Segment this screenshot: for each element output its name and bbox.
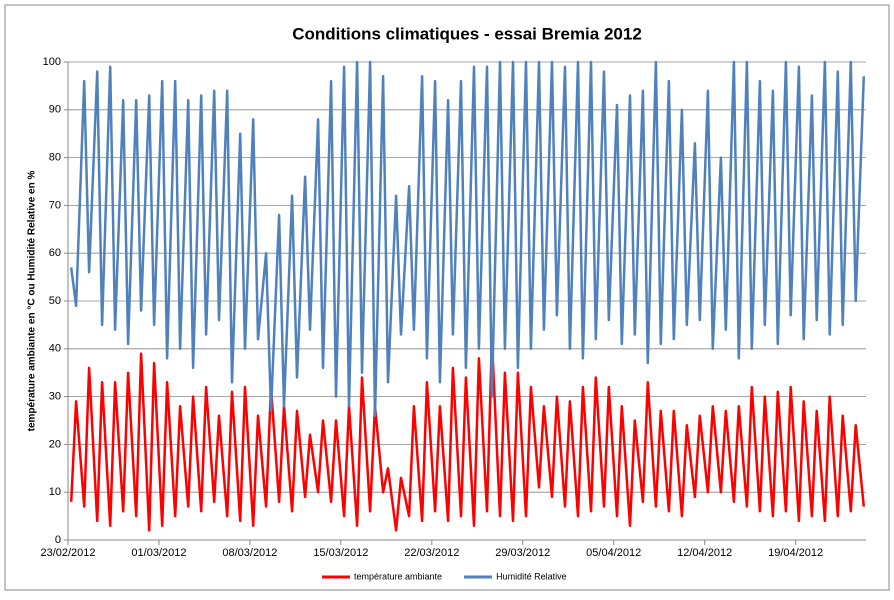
x-tick-label: 19/04/2012 — [768, 547, 823, 559]
x-tick-label: 23/02/2012 — [40, 547, 95, 559]
x-tick-label: 08/03/2012 — [222, 547, 277, 559]
chart-title: Conditions climatiques - essai Bremia 20… — [292, 24, 642, 43]
y-tick-label: 80 — [49, 152, 61, 164]
y-tick-label: 70 — [49, 199, 61, 211]
y-tick-label: 0 — [55, 534, 61, 546]
y-tick-label: 60 — [49, 247, 61, 259]
x-tick-label: 05/04/2012 — [586, 547, 641, 559]
y-axis-label: température ambiante en °C ou Humidité R… — [27, 171, 38, 432]
y-tick-label: 90 — [49, 104, 61, 116]
x-tick-label: 12/04/2012 — [677, 547, 732, 559]
legend-label: température ambiante — [354, 571, 442, 581]
x-tick-label: 22/03/2012 — [404, 547, 459, 559]
legend-label: Humidité Relative — [496, 571, 567, 581]
series-line — [69, 337, 866, 532]
y-tick-label: 20 — [49, 438, 61, 450]
series-line — [69, 60, 866, 417]
y-tick-label: 30 — [49, 391, 61, 403]
x-tick-label: 01/03/2012 — [131, 547, 186, 559]
y-tick-label: 50 — [49, 295, 61, 307]
y-tick-label: 100 — [43, 56, 61, 68]
y-tick-label: 10 — [49, 486, 61, 498]
x-tick-label: 15/03/2012 — [313, 547, 368, 559]
x-tick-label: 29/03/2012 — [495, 547, 550, 559]
y-tick-label: 40 — [49, 343, 61, 355]
